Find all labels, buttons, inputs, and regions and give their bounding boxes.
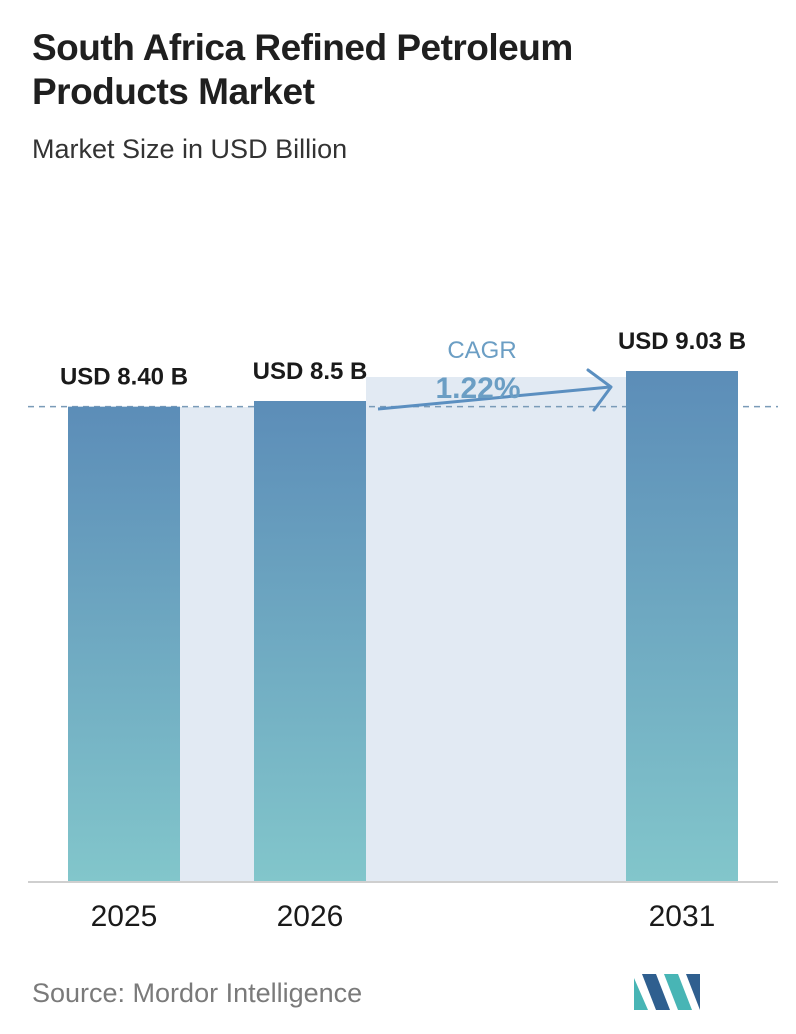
value-label-2026: USD 8.5 B (253, 358, 368, 385)
bar-2025 (68, 406, 180, 882)
x-tick-2031: 2031 (649, 900, 716, 933)
gap-band-1 (366, 377, 626, 882)
source-credit: Source: Mordor Intelligence (32, 978, 363, 1008)
bar-2031 (626, 371, 738, 882)
chart-subtitle: Market Size in USD Billion (32, 134, 348, 164)
chart-title: South Africa Refined Petroleum Products … (32, 27, 573, 112)
cagr-label: CAGR (447, 337, 516, 364)
value-label-2025: USD 8.40 B (60, 364, 188, 391)
value-label-2031: USD 9.03 B (618, 328, 746, 355)
x-tick-2026: 2026 (277, 900, 344, 933)
logo-shape-left (634, 978, 648, 1010)
mordor-intelligence-logo (634, 974, 700, 1010)
x-tick-2025: 2025 (91, 900, 158, 933)
bar-2026 (254, 400, 366, 882)
logo-shape-mid (642, 974, 670, 1010)
cagr-arrow (377, 368, 613, 412)
cagr-value: 1.22% (435, 372, 520, 405)
logo-shape-end (686, 974, 700, 1010)
logo-shape-right (664, 974, 692, 1010)
gap-band-0 (180, 406, 254, 882)
bar-chart: CAGR 1.22% USD 8.40 B USD 8.5 B USD 9.03 B… (28, 328, 778, 933)
